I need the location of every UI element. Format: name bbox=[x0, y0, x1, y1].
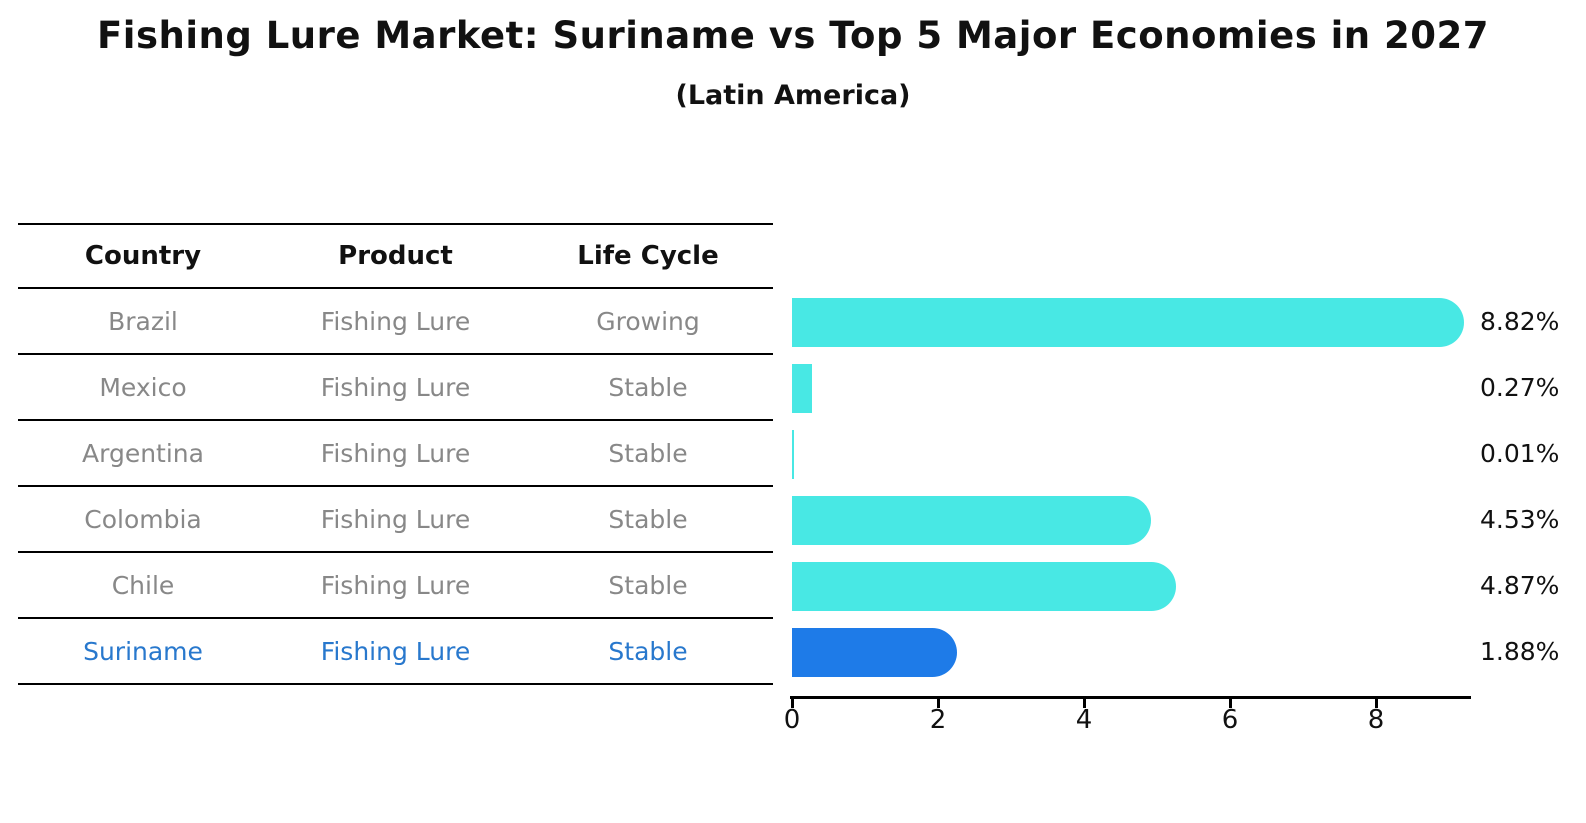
table-row: Chile Fishing Lure Stable bbox=[18, 553, 773, 619]
bar-value-label: 4.53% bbox=[1480, 505, 1560, 534]
bar-colombia bbox=[792, 495, 1151, 545]
table-header-row: Country Product Life Cycle bbox=[18, 223, 773, 289]
bar-value-label: 4.87% bbox=[1480, 571, 1560, 600]
bar-suriname bbox=[792, 627, 958, 677]
bar-brazil bbox=[792, 297, 1464, 347]
table-cell-product: Fishing Lure bbox=[320, 438, 471, 468]
table-cell-life-cycle: Stable bbox=[608, 636, 688, 666]
table-cell-country: Mexico bbox=[99, 372, 187, 402]
table-cell-country: Argentina bbox=[82, 438, 204, 468]
table-cell-country: Suriname bbox=[83, 636, 203, 666]
table-cell-country: Chile bbox=[111, 570, 175, 600]
table-cell-product: Fishing Lure bbox=[320, 570, 471, 600]
bar-argentina bbox=[792, 429, 794, 479]
bar-mexico bbox=[792, 363, 812, 413]
table-row: Argentina Fishing Lure Stable bbox=[18, 421, 773, 487]
column-header-product: Product bbox=[338, 241, 453, 271]
x-axis-tick-label: 2 bbox=[929, 705, 947, 735]
x-axis-tick-mark bbox=[1374, 699, 1378, 708]
bar-value-label: 0.01% bbox=[1480, 439, 1560, 468]
bar-chile bbox=[792, 561, 1176, 611]
x-axis-tick-label: 6 bbox=[1221, 705, 1239, 735]
x-axis-tick-mark bbox=[1228, 699, 1232, 708]
table-cell-product: Fishing Lure bbox=[320, 306, 471, 336]
x-axis-tick-label: 8 bbox=[1367, 705, 1385, 735]
x-axis-tick-mark bbox=[790, 699, 794, 708]
table-cell-life-cycle: Growing bbox=[596, 306, 700, 336]
table-cell-product: Fishing Lure bbox=[320, 636, 471, 666]
bar-value-label: 1.88% bbox=[1480, 637, 1560, 666]
x-axis-tick-mark bbox=[936, 699, 940, 708]
table-cell-product: Fishing Lure bbox=[320, 372, 471, 402]
bar-value-label: 8.82% bbox=[1480, 307, 1560, 336]
bar-value-label: 0.27% bbox=[1480, 373, 1560, 402]
x-axis-line bbox=[790, 696, 1471, 699]
table-row: Brazil Fishing Lure Growing bbox=[18, 289, 773, 355]
table-row: Mexico Fishing Lure Stable bbox=[18, 355, 773, 421]
table-body: Brazil Fishing Lure Growing Mexico Fishing L… bbox=[18, 289, 773, 685]
table-cell-life-cycle: Stable bbox=[608, 570, 688, 600]
column-header-life-cycle: Life Cycle bbox=[577, 241, 719, 271]
table-row: Colombia Fishing Lure Stable bbox=[18, 487, 773, 553]
table-cell-country: Colombia bbox=[84, 504, 202, 534]
table-cell-product: Fishing Lure bbox=[320, 504, 471, 534]
x-axis-tick-mark bbox=[1082, 699, 1086, 708]
chart-subtitle: (Latin America) bbox=[675, 80, 911, 111]
table-cell-life-cycle: Stable bbox=[608, 438, 688, 468]
x-axis-tick-label: 4 bbox=[1075, 705, 1093, 735]
table-row: Suriname Fishing Lure Stable bbox=[18, 619, 773, 685]
table-cell-life-cycle: Stable bbox=[608, 504, 688, 534]
country-table: Country Product Life Cycle Brazil Fishing… bbox=[18, 223, 773, 685]
table-cell-life-cycle: Stable bbox=[608, 372, 688, 402]
x-axis-tick-label: 0 bbox=[783, 705, 801, 735]
chart-title: Fishing Lure Market: Suriname vs Top 5 M… bbox=[97, 14, 1489, 57]
column-header-country: Country bbox=[84, 241, 202, 271]
table-cell-country: Brazil bbox=[108, 306, 178, 336]
